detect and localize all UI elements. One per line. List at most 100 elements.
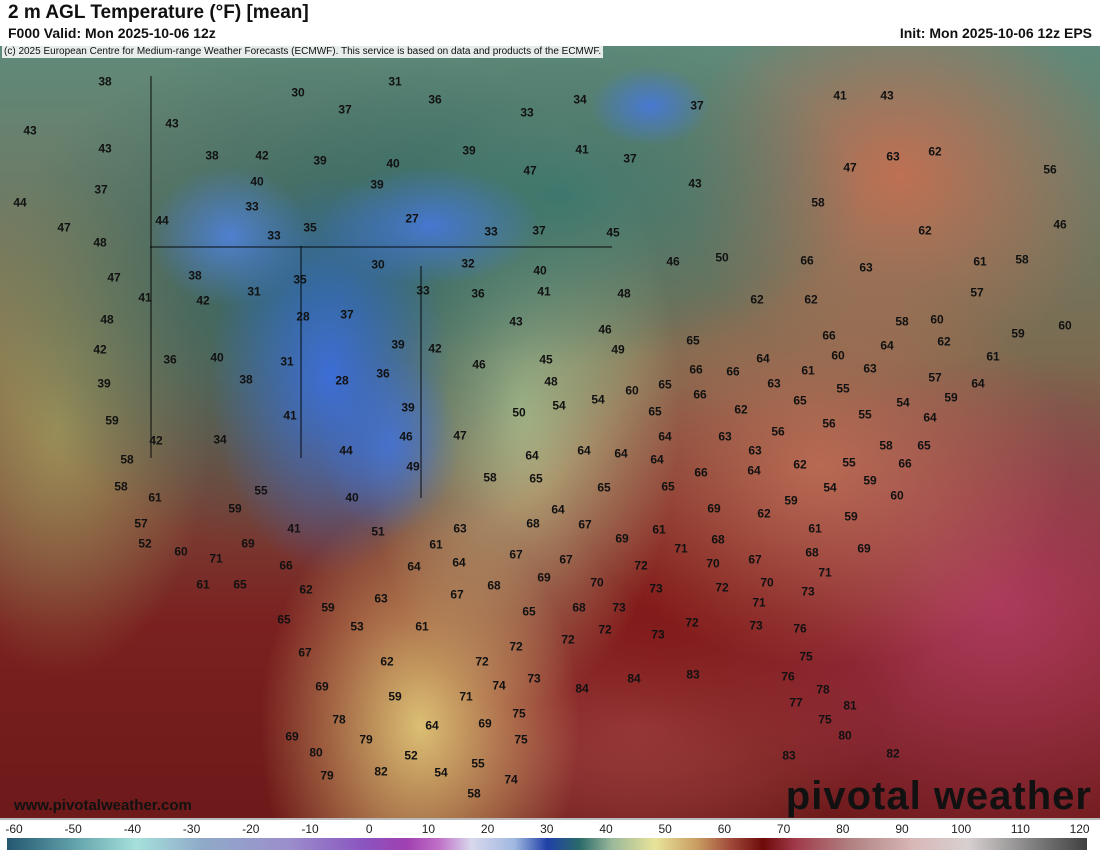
temperature-label: 67 <box>509 547 523 562</box>
temperature-label: 40 <box>210 350 224 365</box>
temperature-label: 63 <box>863 361 877 376</box>
temperature-label: 62 <box>804 292 818 307</box>
temperature-label: 70 <box>590 575 604 590</box>
pivotal-weather-logo: pivotal weather <box>785 774 1092 818</box>
temperature-label: 62 <box>928 144 942 159</box>
temperature-label: 67 <box>559 552 573 567</box>
temperature-label: 82 <box>886 746 900 761</box>
valid-time: F000 Valid: Mon 2025-10-06 12z <box>8 25 216 41</box>
temperature-label: 33 <box>520 105 534 120</box>
temperature-label: 54 <box>434 765 448 780</box>
colorbar-tick-label: 70 <box>776 822 791 836</box>
temperature-label: 63 <box>859 260 873 275</box>
temperature-label: 71 <box>752 595 766 610</box>
colorbar-tick-label: -40 <box>123 822 142 836</box>
temperature-label: 68 <box>526 516 540 531</box>
temperature-label: 40 <box>533 263 547 278</box>
temperature-label: 73 <box>749 618 763 633</box>
website-link[interactable]: www.pivotalweather.com <box>14 797 192 814</box>
temperature-label: 49 <box>406 459 420 474</box>
temperature-label: 47 <box>523 163 537 178</box>
colorbar-tick-label: 10 <box>421 822 436 836</box>
temperature-label: 64 <box>551 502 565 517</box>
colorbar-tick-label: -60 <box>5 822 23 836</box>
temperature-label: 64 <box>747 463 761 478</box>
border-line <box>150 76 152 458</box>
temperature-label: 78 <box>816 682 830 697</box>
temperature-label: 35 <box>293 272 307 287</box>
temperature-label: 37 <box>340 307 354 322</box>
temperature-label: 65 <box>661 479 675 494</box>
temperature-label: 65 <box>648 404 662 419</box>
temperature-label: 28 <box>296 309 310 324</box>
temperature-label: 72 <box>715 580 729 595</box>
colorbar-tick-label: 50 <box>658 822 672 836</box>
colorbar-tick-label: 0 <box>365 822 373 836</box>
temperature-label: 49 <box>611 342 625 357</box>
temperature-label: 77 <box>789 695 803 710</box>
colorbar-tick-label: 40 <box>599 822 613 836</box>
temperature-label: 44 <box>339 443 353 458</box>
temperature-label: 64 <box>407 559 421 574</box>
colorbar-tick-label: 90 <box>895 822 909 836</box>
temperature-label: 31 <box>247 284 261 299</box>
temperature-label: 62 <box>757 506 771 521</box>
temperature-label: 60 <box>930 312 944 327</box>
temperature-label: 79 <box>359 732 373 747</box>
temperature-label: 42 <box>196 293 210 308</box>
temperature-label: 39 <box>391 337 405 352</box>
temperature-label: 66 <box>689 362 703 377</box>
temperature-label: 40 <box>345 490 359 505</box>
temperature-label: 64 <box>525 448 539 463</box>
temperature-label: 75 <box>818 712 832 727</box>
temperature-label: 65 <box>233 577 247 592</box>
temperature-label: 46 <box>598 322 612 337</box>
temperature-label: 69 <box>707 501 721 516</box>
temperature-label: 62 <box>750 292 764 307</box>
temperature-label: 63 <box>748 443 762 458</box>
temperature-label: 72 <box>509 639 523 654</box>
temperature-label: 46 <box>1053 217 1067 232</box>
temperature-label: 72 <box>598 622 612 637</box>
temperature-label: 45 <box>606 225 620 240</box>
temperature-label: 66 <box>694 465 708 480</box>
temperature-label: 64 <box>452 555 466 570</box>
temperature-label: 63 <box>718 429 732 444</box>
temperature-label: 66 <box>800 253 814 268</box>
temperature-label: 59 <box>1011 326 1025 341</box>
temperature-label: 62 <box>299 582 313 597</box>
temperature-label: 71 <box>209 551 223 566</box>
temperature-label: 54 <box>896 395 910 410</box>
temperature-label: 61 <box>429 537 443 552</box>
colorbar: -60 -50 -40 -30 -20 -10 0 10 20 30 40 50 60 70 80 90 100… <box>0 818 1100 852</box>
temperature-label: 55 <box>836 381 850 396</box>
temperature-label: 60 <box>1058 318 1072 333</box>
temperature-label: 73 <box>651 627 665 642</box>
colorbar-gradient <box>7 838 1087 850</box>
temperature-label: 38 <box>98 74 112 89</box>
temperature-label: 50 <box>512 405 526 420</box>
colorbar-tick-label: 30 <box>540 822 554 836</box>
temperature-label: 72 <box>561 632 575 647</box>
border-line <box>420 266 422 498</box>
temperature-label: 61 <box>973 254 987 269</box>
temperature-label: 64 <box>971 376 985 391</box>
temperature-label: 48 <box>100 312 114 327</box>
temperature-label: 59 <box>228 501 242 516</box>
temperature-label: 61 <box>652 522 666 537</box>
temperature-label: 58 <box>879 438 893 453</box>
temperature-label: 67 <box>748 552 762 567</box>
temperature-label: 58 <box>895 314 909 329</box>
temperature-label: 65 <box>597 480 611 495</box>
temperature-label: 64 <box>880 338 894 353</box>
temperature-label: 69 <box>315 679 329 694</box>
temperature-label: 30 <box>291 85 305 100</box>
temperature-label: 84 <box>627 671 641 686</box>
colorbar-tick-label: 20 <box>480 822 495 836</box>
temperature-label: 64 <box>425 718 439 733</box>
temperature-label: 28 <box>335 373 349 388</box>
temperature-label: 39 <box>313 153 327 168</box>
temperature-label: 37 <box>338 102 352 117</box>
temperature-label: 41 <box>283 408 297 423</box>
temperature-label: 52 <box>404 748 418 763</box>
